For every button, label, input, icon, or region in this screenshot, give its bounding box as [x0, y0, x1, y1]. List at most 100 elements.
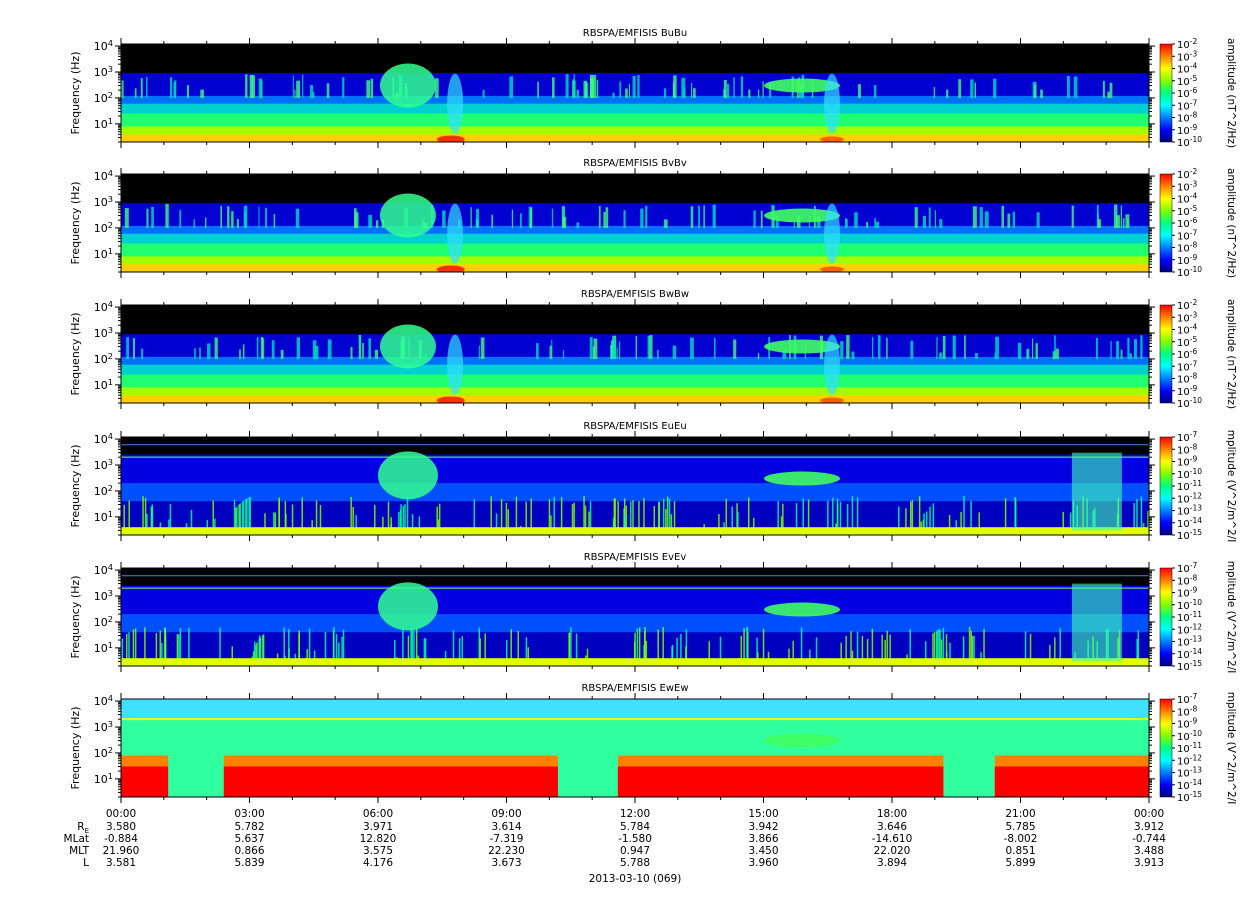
- colorbar-tick-label: 10-14: [1177, 516, 1202, 530]
- colorbar-tick-label: 10-9: [1177, 123, 1197, 137]
- colorbar-tick-label: 10-7: [1177, 228, 1197, 242]
- y-tick-label: 104: [94, 168, 113, 183]
- colorbar-tick-label: 10-4: [1177, 323, 1197, 337]
- y-axis-label: Frequency (Hz): [69, 707, 82, 790]
- panel-title: RBSPA/EMFISIS BwBw: [581, 289, 689, 300]
- colorbar-tick-label: 10-8: [1177, 372, 1197, 386]
- colorbar-tick-label: 10-12: [1177, 753, 1202, 767]
- x-tick-label: 21:00: [1005, 808, 1035, 820]
- x-tick-label: 00:00: [1134, 808, 1164, 820]
- x-tick-label: 06:00: [363, 808, 393, 820]
- ephemeris-value: 3.971: [363, 821, 393, 833]
- ephemeris-value: -7.319: [490, 833, 524, 845]
- y-tick-label: 101: [94, 246, 113, 261]
- colorbar: [1159, 304, 1173, 404]
- colorbar-tick-label: 10-14: [1177, 647, 1202, 661]
- colorbar-tick-label: 10-2: [1177, 298, 1197, 312]
- ephemeris-value: 3.575: [363, 845, 393, 857]
- ephemeris-label: MLat: [64, 833, 89, 845]
- x-tick-label: 18:00: [877, 808, 907, 820]
- ephemeris-value: 5.788: [620, 857, 650, 869]
- colorbar-tick-label: 10-2: [1177, 37, 1197, 51]
- y-tick-label: 104: [94, 299, 113, 314]
- colorbar-tick-label: 10-3: [1177, 179, 1197, 193]
- colorbar-tick-label: 10-6: [1177, 347, 1197, 361]
- spectrogram-image: [121, 44, 1149, 142]
- y-tick-label: 104: [94, 562, 113, 577]
- panel-title: RBSPA/EMFISIS EvEv: [584, 552, 687, 563]
- ephemeris-label: RE: [77, 821, 89, 835]
- y-tick-label: 102: [94, 483, 113, 498]
- panel-title: RBSPA/EMFISIS EuEu: [583, 421, 686, 432]
- y-axis-label: Frequency (Hz): [69, 576, 82, 659]
- colorbar-tick-label: 10-4: [1177, 62, 1197, 76]
- colorbar-tick-label: 10-15: [1177, 790, 1202, 804]
- ephemeris-value: -14.610: [872, 833, 913, 845]
- x-tick-label: 09:00: [491, 808, 521, 820]
- colorbar-tick-label: 10-2: [1177, 167, 1197, 181]
- y-tick-label: 102: [94, 614, 113, 629]
- colorbar-tick-label: 10-3: [1177, 49, 1197, 63]
- ephemeris-value: 21.960: [103, 845, 140, 857]
- colorbar-tick-label: 10-8: [1177, 111, 1197, 125]
- colorbar-tick-label: 10-10: [1177, 396, 1202, 410]
- colorbar-tick-label: 10-9: [1177, 384, 1197, 398]
- date-label: 2013-03-10 (069): [589, 873, 682, 885]
- colorbar-tick-label: 10-9: [1177, 455, 1197, 469]
- y-tick-label: 104: [94, 38, 113, 53]
- x-tick-label: 03:00: [234, 808, 264, 820]
- ephemeris-value: -1.580: [618, 833, 652, 845]
- y-tick-label: 101: [94, 509, 113, 524]
- colorbar-tick-label: 10-11: [1177, 479, 1202, 493]
- y-tick-label: 102: [94, 220, 113, 235]
- colorbar-tick-label: 10-7: [1177, 359, 1197, 373]
- panel-4: RBSPA/EMFISIS EuEu 101 102 103 104 Frequency …: [69, 421, 1237, 542]
- colorbar-tick-label: 10-10: [1177, 729, 1202, 743]
- y-axis-label: Frequency (Hz): [69, 445, 82, 528]
- spectrogram-image: [121, 174, 1149, 272]
- colorbar-tick-label: 10-13: [1177, 766, 1202, 780]
- colorbar-tick-label: 10-9: [1177, 586, 1197, 600]
- colorbar-tick-label: 10-9: [1177, 717, 1197, 731]
- colorbar-tick-label: 10-9: [1177, 253, 1197, 267]
- colorbar-tick-label: 10-8: [1177, 241, 1197, 255]
- ephemeris-value: 3.942: [748, 821, 778, 833]
- colorbar-tick-label: 10-5: [1177, 335, 1197, 349]
- panel-2: RBSPA/EMFISIS BvBv 101 102 103 104 Frequency …: [69, 158, 1237, 279]
- colorbar-tick-label: 10-7: [1177, 98, 1197, 112]
- ephemeris-value: 5.785: [1005, 821, 1035, 833]
- colorbar-tick-label: 10-11: [1177, 741, 1202, 755]
- x-tick-label: 12:00: [620, 808, 650, 820]
- ephemeris-value: 0.947: [620, 845, 650, 857]
- y-tick-label: 103: [94, 588, 113, 603]
- ephemeris-value: 22.020: [874, 845, 911, 857]
- y-tick-label: 101: [94, 377, 113, 392]
- y-tick-label: 103: [94, 457, 113, 472]
- panel-3: RBSPA/EMFISIS BwBw 101 102 103 104 Frequency …: [69, 289, 1237, 410]
- colorbar-tick-label: 10-13: [1177, 635, 1202, 649]
- colorbar-label: mplitude (V^2/m^2/I: [1225, 692, 1237, 805]
- colorbar-tick-label: 10-10: [1177, 135, 1202, 149]
- colorbar-tick-label: 10-6: [1177, 216, 1197, 230]
- colorbar: [1159, 698, 1173, 798]
- colorbar-tick-label: 10-8: [1177, 704, 1197, 718]
- colorbar: [1159, 173, 1173, 273]
- ephemeris-value: 4.176: [363, 857, 393, 869]
- y-axis-label: Frequency (Hz): [69, 52, 82, 135]
- colorbar-tick-label: 10-13: [1177, 504, 1202, 518]
- y-tick-label: 102: [94, 351, 113, 366]
- colorbar-tick-label: 10-7: [1177, 692, 1197, 706]
- colorbar-tick-label: 10-10: [1177, 598, 1202, 612]
- ephemeris-value: 3.913: [1134, 857, 1164, 869]
- ephemeris-value: 22.230: [488, 845, 525, 857]
- colorbar-tick-label: 10-14: [1177, 778, 1202, 792]
- colorbar: [1159, 567, 1173, 667]
- x-tick-label: 15:00: [748, 808, 778, 820]
- ephemeris-value: 3.488: [1134, 845, 1164, 857]
- spectrogram-image: [121, 305, 1149, 403]
- ephemeris-value: 3.581: [106, 857, 136, 869]
- ephemeris-value: 3.894: [877, 857, 907, 869]
- panel-5: RBSPA/EMFISIS EvEv 101 102 103 104 Frequency …: [69, 552, 1237, 673]
- colorbar-tick-label: 10-15: [1177, 528, 1202, 542]
